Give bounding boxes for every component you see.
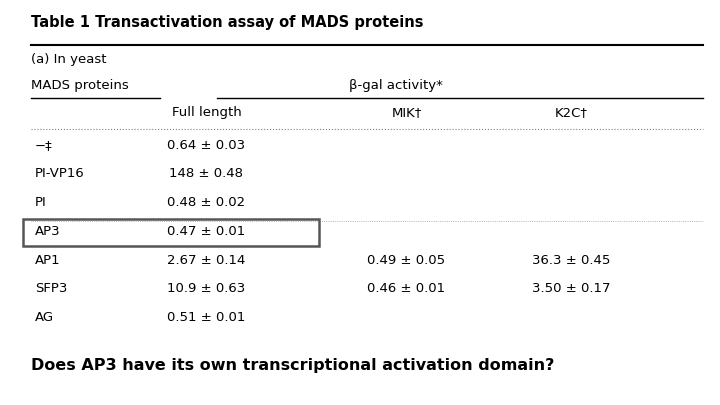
Text: 2.67 ± 0.14: 2.67 ± 0.14 xyxy=(167,254,246,266)
Text: 0.46 ± 0.01: 0.46 ± 0.01 xyxy=(367,282,446,295)
Text: (a) In yeast: (a) In yeast xyxy=(32,53,107,66)
Text: Does AP3 have its own transcriptional activation domain?: Does AP3 have its own transcriptional ac… xyxy=(32,358,554,373)
Text: AP3: AP3 xyxy=(35,225,60,238)
Text: β-gal activity*: β-gal activity* xyxy=(348,79,443,92)
Text: 0.48 ± 0.02: 0.48 ± 0.02 xyxy=(167,196,246,209)
Text: 0.49 ± 0.05: 0.49 ± 0.05 xyxy=(367,254,446,266)
Text: MADS proteins: MADS proteins xyxy=(32,79,129,92)
Text: −‡: −‡ xyxy=(35,139,53,151)
Text: SFP3: SFP3 xyxy=(35,282,67,295)
Bar xyxy=(23,219,319,246)
Text: 148 ± 0.48: 148 ± 0.48 xyxy=(169,167,243,180)
Text: 36.3 ± 0.45: 36.3 ± 0.45 xyxy=(531,254,610,266)
Text: 10.9 ± 0.63: 10.9 ± 0.63 xyxy=(167,282,246,295)
Text: PI: PI xyxy=(35,196,47,209)
Text: Full length: Full length xyxy=(171,106,241,119)
Text: MIK†: MIK† xyxy=(391,106,422,119)
Text: 0.51 ± 0.01: 0.51 ± 0.01 xyxy=(167,311,246,324)
Text: AG: AG xyxy=(35,311,54,324)
Text: 3.50 ± 0.17: 3.50 ± 0.17 xyxy=(531,282,610,295)
Text: K2C†: K2C† xyxy=(554,106,588,119)
Text: PI-VP16: PI-VP16 xyxy=(35,167,85,180)
Text: AP1: AP1 xyxy=(35,254,60,266)
Text: Table 1 Transactivation assay of MADS proteins: Table 1 Transactivation assay of MADS pr… xyxy=(32,15,424,30)
Text: 0.47 ± 0.01: 0.47 ± 0.01 xyxy=(167,225,246,238)
Text: 0.64 ± 0.03: 0.64 ± 0.03 xyxy=(167,139,246,151)
